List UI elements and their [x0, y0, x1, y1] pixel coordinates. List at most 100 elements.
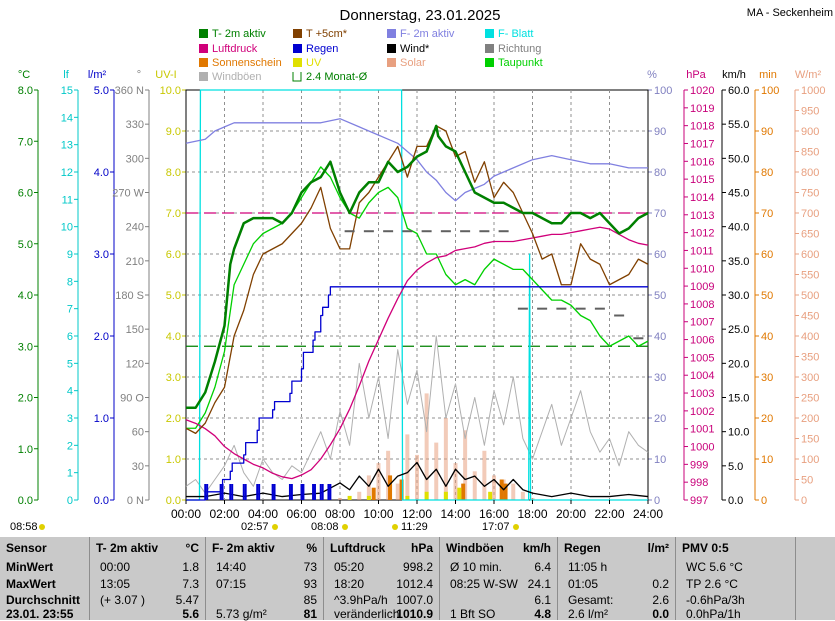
- tick-label: 0: [801, 495, 807, 507]
- tick-label: 50.0: [728, 153, 749, 165]
- tick-label: 1000: [801, 85, 825, 97]
- table-cell-value: 85: [303, 593, 317, 607]
- axis-unit-left: °: [137, 69, 141, 81]
- x-tick-label: 22:00: [594, 507, 624, 521]
- legend-swatch: [387, 29, 396, 38]
- table-cell-label: MaxWert: [6, 577, 56, 591]
- column-unit: %: [306, 541, 317, 555]
- table-cell-value: 0.2: [652, 577, 669, 591]
- sun-marker-label: 17:07: [482, 521, 510, 533]
- tick-label: 4.0: [18, 290, 33, 302]
- axis-unit-right: hPa: [686, 69, 706, 81]
- table-cell-label: 00:00: [100, 560, 131, 574]
- tick-label: 950: [801, 106, 819, 118]
- column-header: F- 2m aktiv: [212, 541, 275, 555]
- tick-label: 90: [654, 126, 666, 138]
- x-tick-label: 20:00: [556, 507, 586, 521]
- bar-mark: [338, 497, 342, 500]
- legend-swatch: [485, 44, 494, 53]
- tick-label: 450: [801, 311, 819, 323]
- table-cell-value: 1007.0: [396, 593, 433, 607]
- tick-label: 6.0: [18, 188, 33, 200]
- series-line: [186, 461, 649, 498]
- tick-label: 1.0: [94, 413, 109, 425]
- table-column: PMV 0:5 WC 5.6 °C TP 2.6 °C -0.6hPa/3h 0.0hP…: [676, 537, 796, 621]
- bar-mark: [488, 491, 493, 500]
- sun-icon: [39, 524, 45, 530]
- bar-mark: [424, 491, 429, 500]
- tick-label: 4.0: [94, 167, 109, 179]
- column-unit: hPa: [410, 541, 433, 555]
- tick-label: 0: [761, 495, 767, 507]
- x-tick-label: 04:00: [248, 507, 278, 521]
- tick-label: 300: [126, 153, 144, 165]
- tick-label: 800: [801, 167, 819, 179]
- tick-label: 100: [761, 85, 779, 97]
- tick-label: 120: [126, 358, 144, 370]
- legend-label: Regen: [306, 43, 338, 55]
- bar-mark: [482, 450, 487, 500]
- tick-label: 997: [690, 495, 708, 507]
- direction-mark: [363, 230, 374, 233]
- series-line: [186, 166, 649, 429]
- direction-mark: [440, 230, 451, 233]
- series-line: [185, 118, 648, 202]
- tick-label: 80: [654, 167, 666, 179]
- tick-label: 25.0: [728, 324, 749, 336]
- direction-mark: [402, 230, 413, 233]
- tick-label: 150: [126, 324, 144, 336]
- axis-unit-right: %: [647, 69, 657, 81]
- tick-label: 180 S: [115, 290, 144, 302]
- stats-table: Sensor MinWert MaxWert Durchschnitt 23.01. 2…: [0, 537, 835, 621]
- axis-units: °C lf l/m² ° UV-I% hPa km/h min W/m²: [18, 69, 822, 81]
- column-header: Luftdruck: [330, 541, 386, 555]
- bar-mark: [371, 487, 376, 500]
- legend-swatch: [293, 29, 302, 38]
- column-header: Windböen: [446, 541, 504, 555]
- table-cell-label: 11:05 h: [568, 560, 608, 574]
- axis-unit-right: min: [759, 69, 777, 81]
- series-line: [186, 286, 648, 501]
- tick-label: 60.0: [728, 85, 749, 97]
- table-cell-label: MinWert: [6, 560, 54, 574]
- tick-label: 60: [654, 249, 666, 261]
- table-cell-label: (+ 3.07 ): [100, 593, 146, 607]
- tick-label: 3.0: [166, 372, 181, 384]
- direction-mark: [537, 307, 548, 310]
- tick-label: 400: [801, 331, 819, 343]
- legend-swatch: [293, 58, 302, 67]
- station-label: MA - Seckenheim: [747, 7, 833, 19]
- table-column: Sensor MinWert MaxWert Durchschnitt 23.01. 2…: [0, 537, 90, 621]
- tick-label: 8.0: [18, 85, 33, 97]
- tick-label: 6.0: [166, 249, 181, 261]
- tick-label: 1.0: [18, 444, 33, 456]
- legend-swatch: [199, 58, 208, 67]
- direction-mark: [460, 230, 471, 233]
- right-axes: 0102030405060708090100997998999100010011…: [647, 85, 825, 507]
- bar-mark: [366, 475, 371, 500]
- series-line: [185, 125, 649, 435]
- axis-unit-right: km/h: [722, 69, 746, 81]
- legend-label: Windböen: [212, 71, 262, 83]
- tick-label: 270 W: [112, 188, 144, 200]
- table-cell-label: veränderlich: [334, 607, 400, 621]
- legend-swatch: [293, 44, 302, 53]
- sun-marker-label: 11:29: [401, 521, 428, 533]
- table-cell-value: 5.6: [182, 607, 199, 621]
- table-cell-label: TP 2.6 °C: [686, 577, 738, 591]
- tick-label: 1007: [690, 317, 714, 329]
- tick-label: 1: [67, 468, 73, 480]
- tick-label: 4.0: [166, 331, 181, 343]
- legend-label: Sonnenschein: [212, 57, 282, 69]
- x-tick-label: 08:00: [325, 507, 355, 521]
- tick-label: 1011: [690, 245, 714, 257]
- x-tick-label: 06:00: [286, 507, 316, 521]
- bar-mark: [434, 442, 439, 500]
- tick-label: 70: [761, 208, 773, 220]
- legend-swatch: [199, 72, 208, 81]
- sun-marker-label: 02:57: [241, 521, 269, 533]
- table-column: Regen l/m² 11:05 h 01:05 0.2 Gesamt: 2.6 2.6 l/…: [558, 537, 676, 621]
- tick-label: 5: [67, 358, 73, 370]
- tick-label: 40.0: [728, 222, 749, 234]
- tick-label: 11: [62, 194, 73, 206]
